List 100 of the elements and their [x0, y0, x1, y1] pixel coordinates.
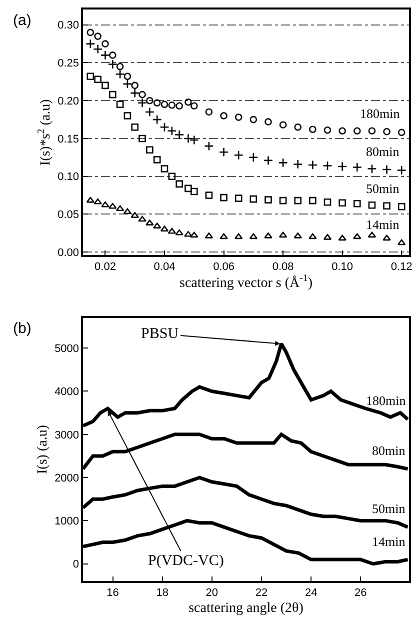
- point: [102, 40, 109, 48]
- x-tick-label: 26: [354, 587, 367, 600]
- point: [264, 118, 272, 126]
- point: [218, 147, 229, 157]
- point: [279, 196, 287, 204]
- series-label: 80min: [372, 443, 406, 458]
- point: [131, 123, 139, 131]
- x-axis-title: scattering angle (2θ): [188, 600, 304, 616]
- point: [102, 82, 109, 90]
- x-tick-label: 18: [156, 587, 168, 600]
- point: [220, 194, 228, 202]
- point: [190, 102, 198, 110]
- point: [368, 201, 376, 209]
- x-tick-label: 24: [304, 587, 318, 600]
- point: [204, 141, 214, 151]
- series-label: 14min: [366, 217, 400, 232]
- series-label: 50min: [366, 181, 400, 196]
- point: [160, 100, 168, 108]
- point: [101, 201, 110, 208]
- x-tick-label: 0.04: [154, 261, 176, 274]
- point: [264, 196, 272, 204]
- point: [92, 44, 103, 54]
- point: [248, 152, 258, 162]
- point: [234, 114, 242, 121]
- point: [146, 96, 154, 104]
- point: [338, 199, 346, 206]
- point: [131, 82, 139, 90]
- point: [397, 239, 406, 246]
- point: [116, 62, 124, 70]
- point: [398, 202, 406, 210]
- point: [184, 231, 192, 237]
- point: [124, 112, 132, 120]
- series-label: 80min: [366, 144, 400, 159]
- point: [368, 232, 376, 238]
- point: [220, 112, 228, 120]
- point: [168, 102, 176, 109]
- y-tick-label: 3000: [54, 429, 80, 442]
- series-label: 180min: [366, 393, 406, 408]
- point: [138, 90, 146, 98]
- point: [94, 76, 102, 84]
- point: [294, 232, 302, 238]
- point: [220, 233, 228, 240]
- y-axis-title: I(s) (a.u): [36, 424, 51, 474]
- point: [398, 128, 406, 136]
- point: [249, 233, 258, 240]
- point: [308, 233, 317, 240]
- point: [337, 162, 348, 172]
- point: [250, 116, 258, 124]
- point: [108, 59, 118, 70]
- point: [115, 69, 125, 79]
- point: [309, 196, 316, 204]
- y-tick-label: 5000: [54, 342, 80, 355]
- y-tick-label: 0.20: [58, 95, 80, 108]
- point: [234, 194, 242, 202]
- point: [175, 229, 184, 236]
- point: [353, 127, 361, 135]
- point: [168, 172, 176, 180]
- point: [100, 50, 110, 60]
- point: [294, 196, 302, 204]
- x-tick-label: 0.10: [332, 261, 354, 274]
- x-axis-title: scattering vector s (Å$^{-1}$): [180, 273, 313, 291]
- point: [153, 156, 161, 164]
- point: [278, 158, 288, 168]
- point: [146, 146, 154, 154]
- annotation: PBSU: [141, 326, 179, 342]
- point: [279, 121, 287, 128]
- point: [338, 234, 346, 241]
- point: [278, 232, 288, 238]
- point: [94, 32, 102, 40]
- point: [234, 150, 244, 160]
- point: [138, 134, 146, 142]
- point: [322, 160, 332, 171]
- y-tick-label: 0.15: [58, 133, 80, 146]
- point: [184, 184, 192, 192]
- point: [122, 79, 132, 89]
- point: [353, 233, 362, 240]
- y-tick-label: 0: [72, 558, 80, 571]
- x-tick-label: 0.02: [94, 261, 116, 274]
- point: [160, 226, 169, 232]
- point: [124, 72, 132, 80]
- point: [324, 198, 332, 206]
- y-tick-label: 0.05: [58, 209, 80, 222]
- y-tick-label: 0.25: [58, 58, 80, 70]
- x-tick-label: 0.08: [272, 261, 294, 274]
- point: [116, 100, 124, 108]
- point: [353, 200, 361, 208]
- point: [160, 165, 168, 172]
- point: [205, 108, 213, 116]
- point: [144, 107, 155, 117]
- point: [383, 128, 390, 136]
- point: [293, 159, 303, 170]
- point: [383, 202, 390, 210]
- point: [264, 232, 272, 238]
- x-tick-label: 0.06: [213, 261, 234, 274]
- y-tick-label: 0.10: [58, 171, 80, 184]
- point: [352, 162, 362, 172]
- point: [86, 28, 94, 36]
- series-label: 50min: [372, 501, 406, 516]
- point: [396, 165, 406, 176]
- x-tick-label: 0.12: [390, 261, 412, 274]
